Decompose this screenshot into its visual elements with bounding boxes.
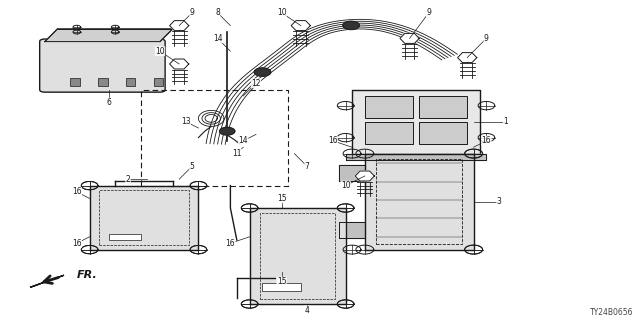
Text: 11: 11 — [232, 149, 241, 158]
Polygon shape — [355, 171, 374, 181]
Text: 10: 10 — [340, 181, 351, 190]
Text: 1: 1 — [503, 117, 508, 126]
Text: 9: 9 — [189, 8, 195, 17]
Text: 7: 7 — [305, 162, 310, 171]
Text: FR.: FR. — [77, 270, 97, 280]
Polygon shape — [170, 59, 189, 69]
Polygon shape — [250, 208, 346, 304]
Text: 4: 4 — [305, 306, 310, 315]
FancyBboxPatch shape — [40, 39, 165, 92]
Polygon shape — [352, 90, 480, 154]
Bar — [419, 122, 467, 144]
Text: 16: 16 — [328, 136, 338, 145]
Bar — [126, 78, 136, 86]
Text: 14: 14 — [238, 136, 248, 145]
Polygon shape — [365, 154, 474, 250]
Polygon shape — [220, 127, 235, 135]
Text: 9: 9 — [484, 34, 489, 43]
Text: 6: 6 — [106, 98, 111, 107]
Text: 15: 15 — [276, 194, 287, 203]
Polygon shape — [291, 20, 310, 31]
Text: 5: 5 — [189, 162, 195, 171]
Bar — [262, 283, 301, 291]
Text: 16: 16 — [481, 136, 492, 145]
Polygon shape — [30, 275, 64, 287]
Polygon shape — [339, 222, 365, 238]
Text: TY24B0656: TY24B0656 — [590, 308, 634, 317]
Bar — [70, 78, 80, 86]
Text: 16: 16 — [72, 239, 82, 248]
Polygon shape — [170, 20, 189, 31]
Text: 10: 10 — [155, 47, 165, 56]
Bar — [154, 78, 163, 86]
Polygon shape — [45, 29, 173, 42]
Bar — [109, 234, 141, 240]
Bar — [365, 96, 413, 118]
Polygon shape — [254, 68, 271, 76]
Text: 10: 10 — [276, 8, 287, 17]
Polygon shape — [343, 21, 360, 29]
Polygon shape — [90, 186, 198, 250]
Bar — [141, 90, 288, 186]
Bar — [98, 78, 108, 86]
Polygon shape — [339, 165, 365, 181]
Text: 15: 15 — [276, 277, 287, 286]
Text: 9: 9 — [426, 8, 431, 17]
Bar — [419, 96, 467, 118]
Bar — [365, 122, 413, 144]
Text: 2: 2 — [125, 175, 131, 184]
Text: 8: 8 — [215, 8, 220, 17]
Text: 3: 3 — [497, 197, 502, 206]
Text: 16: 16 — [72, 188, 82, 196]
Polygon shape — [458, 52, 477, 63]
Text: 14: 14 — [212, 34, 223, 43]
Text: 13: 13 — [180, 117, 191, 126]
Text: 12: 12 — [252, 79, 260, 88]
Polygon shape — [400, 33, 419, 44]
Polygon shape — [346, 154, 486, 160]
Text: 16: 16 — [225, 239, 236, 248]
